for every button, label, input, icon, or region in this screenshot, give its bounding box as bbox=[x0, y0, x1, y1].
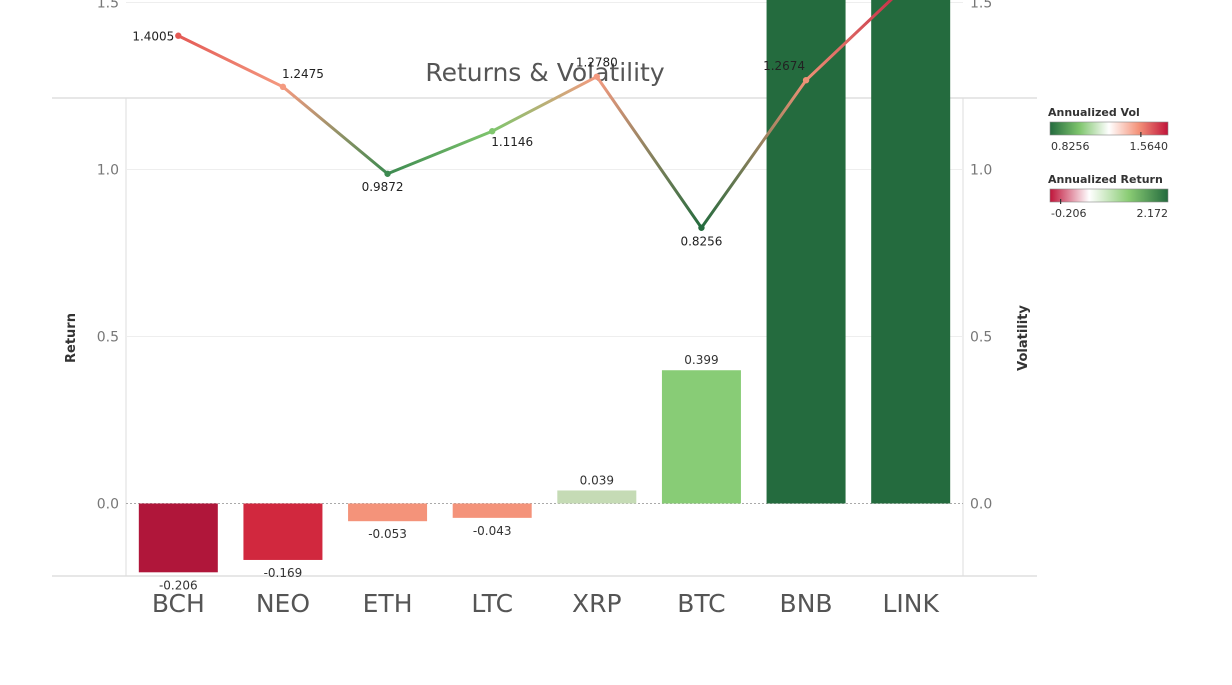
x-category-label: LTC bbox=[471, 589, 513, 618]
volatility-line-segment bbox=[804, 0, 893, 82]
bar-value-label: -0.053 bbox=[368, 527, 407, 541]
color-legends: Annualized Vol 0.8256 1.5640 Annualized Ret… bbox=[1048, 106, 1169, 220]
bar-btc bbox=[661, 370, 741, 504]
volatility-point bbox=[802, 76, 810, 84]
legend-min-label: 0.8256 bbox=[1051, 140, 1090, 153]
x-category-label: LINK bbox=[882, 589, 939, 618]
x-category-label: BTC bbox=[677, 589, 725, 618]
bar-link bbox=[871, 0, 951, 504]
volatility-line-segment bbox=[386, 129, 494, 176]
x-category-label: BNB bbox=[780, 589, 833, 618]
return-bars bbox=[138, 0, 951, 573]
y-tick-label: 1.5 bbox=[97, 0, 119, 12]
x-category-label: XRP bbox=[572, 589, 622, 618]
y2-axis-label: Volatility bbox=[1016, 305, 1031, 371]
volatility-value-label: 1.4005 bbox=[132, 30, 174, 44]
volatility-value-label: 1.1146 bbox=[491, 135, 533, 149]
volatility-value-label: 1.2674 bbox=[763, 59, 805, 73]
volatility-value-label: 0.9872 bbox=[362, 180, 404, 194]
y-tick-label: 0.5 bbox=[97, 330, 119, 346]
legend-title: Annualized Return bbox=[1048, 173, 1163, 186]
volatility-value-label: 1.2780 bbox=[576, 56, 618, 70]
x-axis-categories: BCH NEO ETH LTC XRP BTC BNB LINK bbox=[152, 589, 940, 618]
bar-bnb bbox=[766, 0, 846, 504]
bar-xrp bbox=[557, 490, 637, 504]
bar-value-label: -0.043 bbox=[473, 524, 512, 538]
y-axis-label: Return bbox=[64, 313, 79, 363]
y2-tick-label: 1.0 bbox=[970, 163, 992, 179]
legend-max-label: 2.172 bbox=[1137, 207, 1169, 220]
volatility-value-label: 1.2475 bbox=[282, 67, 324, 81]
bar-bch bbox=[138, 503, 218, 573]
legend-min-label: -0.206 bbox=[1051, 207, 1086, 220]
y2-tick-label: 1.5 bbox=[970, 0, 992, 12]
bar-value-label: 0.039 bbox=[580, 473, 614, 487]
bar-value-label: 0.399 bbox=[684, 353, 718, 367]
volatility-line-segment bbox=[490, 75, 599, 133]
legend-title: Annualized Vol bbox=[1048, 106, 1140, 119]
legend-color-ramp bbox=[1049, 188, 1169, 203]
volatility-point bbox=[488, 128, 496, 135]
x-category-label: NEO bbox=[256, 589, 310, 618]
volatility-point bbox=[384, 170, 391, 177]
volatility-line bbox=[175, 0, 893, 231]
volatility-point bbox=[593, 73, 601, 80]
volatility-line-segment bbox=[176, 34, 285, 89]
bar-value-label: -0.169 bbox=[264, 566, 303, 580]
data-labels: -0.206-0.169-0.053-0.0430.0390.3992.1712… bbox=[132, 30, 805, 593]
bar-neo bbox=[243, 503, 323, 560]
bar-ltc bbox=[452, 503, 532, 518]
y-tick-label: 0.0 bbox=[97, 497, 119, 513]
x-category-label: BCH bbox=[152, 589, 205, 618]
y-tick-label: 1.0 bbox=[97, 163, 119, 179]
x-category-label: ETH bbox=[363, 589, 413, 618]
y-axis-ticks: 0.00.00.50.51.01.01.51.52.02.0 bbox=[97, 0, 993, 513]
bar-value-label: -0.206 bbox=[159, 578, 198, 592]
volatility-point bbox=[698, 224, 705, 231]
volatility-line-segment bbox=[699, 78, 808, 230]
volatility-value-label: 0.8256 bbox=[680, 235, 722, 249]
volatility-line-segment bbox=[595, 75, 703, 230]
volatility-line-segment bbox=[281, 85, 390, 176]
chart-title: Returns & Volatility bbox=[425, 58, 665, 87]
volatility-point bbox=[175, 32, 182, 39]
y2-tick-label: 0.5 bbox=[970, 330, 992, 346]
volatility-point bbox=[279, 83, 287, 91]
legend-color-ramp bbox=[1049, 121, 1169, 136]
y2-tick-label: 0.0 bbox=[970, 497, 992, 513]
bar-eth bbox=[348, 503, 428, 522]
legend-max-label: 1.5640 bbox=[1130, 140, 1169, 153]
